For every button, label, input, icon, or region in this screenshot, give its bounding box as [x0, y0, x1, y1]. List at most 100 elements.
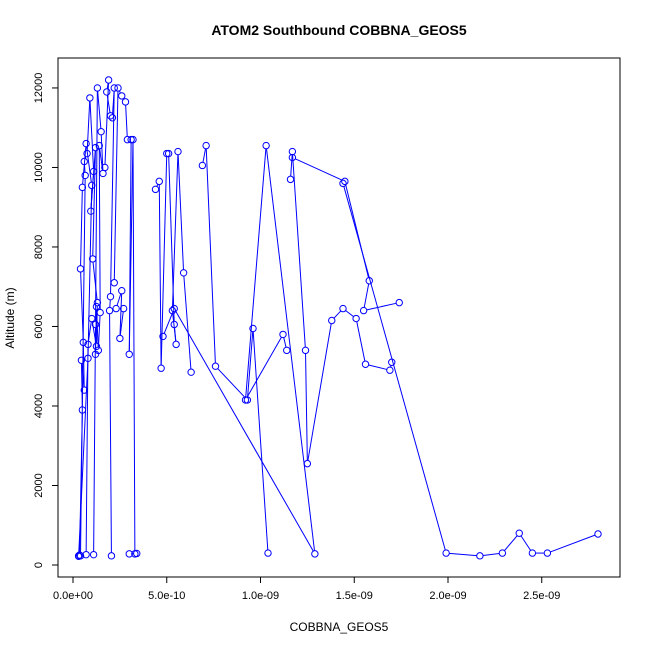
series-segment — [504, 535, 518, 551]
series-segment — [109, 299, 111, 308]
series-segment — [247, 331, 254, 397]
series-segment — [246, 336, 282, 398]
series-segment — [98, 148, 101, 310]
series-segment — [83, 164, 86, 173]
series-segment — [82, 345, 85, 387]
series-segment — [119, 293, 123, 336]
data-point — [91, 143, 100, 152]
series-segment — [100, 134, 104, 171]
data-point — [151, 185, 160, 194]
data-point — [91, 350, 100, 359]
data-point — [96, 308, 104, 317]
data-point — [279, 330, 287, 339]
series-segment — [158, 184, 162, 366]
x-tick-label: 2.0e-09 — [429, 590, 466, 602]
data-point — [352, 314, 360, 323]
data-point — [172, 340, 180, 349]
series-segment — [290, 154, 293, 177]
series-segment — [97, 91, 102, 129]
series-segment — [86, 101, 91, 151]
data-point — [101, 163, 109, 172]
data-point — [341, 177, 349, 186]
data-point — [328, 316, 336, 325]
chart-title: ATOM2 Southbound COBBNA_GEOS5 — [211, 22, 467, 38]
data-point — [76, 552, 85, 560]
data-point — [119, 304, 128, 313]
data-point — [86, 94, 94, 102]
series-segment — [113, 91, 119, 280]
data-point — [93, 84, 102, 92]
data-point — [99, 169, 107, 178]
data-point — [118, 92, 126, 100]
x-axis: 0.0e+00 5.0e-10 1.0e-09 1.5e-09 2.0e-09 2.5e-… — [53, 576, 560, 602]
data-point — [163, 149, 171, 158]
series-segment — [132, 142, 136, 551]
data-point — [78, 183, 87, 192]
data-point — [110, 84, 118, 92]
data-point — [125, 550, 133, 558]
data-point — [80, 157, 88, 166]
series-segment — [175, 311, 314, 552]
series-segment — [363, 283, 370, 308]
data-point — [125, 350, 133, 359]
data-point — [339, 304, 347, 313]
series-segment — [205, 148, 216, 364]
series-layer — [74, 76, 602, 560]
series-segment — [202, 148, 207, 163]
series-segment — [307, 323, 332, 461]
series-segment — [520, 535, 532, 551]
series-segment — [333, 310, 342, 319]
data-point — [170, 320, 178, 329]
series-segment — [109, 313, 112, 553]
series-segment — [449, 552, 477, 557]
data-point — [110, 279, 118, 287]
series-segment — [305, 353, 308, 461]
data-point — [498, 549, 507, 557]
data-point — [87, 207, 95, 215]
data-point — [97, 127, 105, 136]
series-segment — [266, 148, 315, 551]
data-point — [361, 360, 370, 368]
series-9 — [159, 141, 319, 558]
data-point — [288, 153, 297, 162]
series-10 — [286, 147, 396, 468]
data-point — [81, 171, 89, 180]
series-segment — [128, 142, 134, 352]
data-point — [515, 529, 523, 537]
series-segment — [217, 368, 246, 399]
series-segment — [97, 315, 101, 348]
data-point — [133, 549, 141, 558]
data-point — [211, 362, 220, 370]
series-segment — [183, 275, 192, 370]
series-segment — [85, 347, 89, 552]
data-point — [288, 147, 297, 156]
series-segment — [93, 327, 96, 552]
data-point — [202, 141, 210, 150]
series-segment — [177, 154, 184, 270]
series-segment — [80, 272, 84, 340]
data-point — [187, 368, 195, 376]
data-point — [476, 552, 484, 560]
data-point — [164, 149, 173, 158]
series-segment — [90, 150, 96, 209]
data-point — [88, 314, 96, 323]
series-segment — [292, 154, 306, 348]
series-6 — [112, 286, 128, 343]
data-point — [262, 141, 270, 150]
x-tick-label: 0.0e+00 — [53, 590, 93, 602]
data-point — [106, 292, 115, 301]
series-segment — [87, 188, 93, 356]
data-point — [107, 552, 116, 560]
series-12 — [339, 179, 602, 560]
series-segment — [106, 95, 111, 113]
data-point — [108, 114, 117, 122]
data-point — [179, 269, 188, 277]
y-tick-label: 10000 — [33, 152, 45, 183]
series-11 — [288, 153, 403, 315]
plot-frame — [57, 57, 621, 578]
data-point — [155, 177, 163, 186]
series-segment — [366, 302, 397, 311]
x-tick-label: 5.0e-10 — [148, 590, 185, 602]
series-5 — [110, 84, 141, 558]
data-point — [159, 332, 167, 341]
